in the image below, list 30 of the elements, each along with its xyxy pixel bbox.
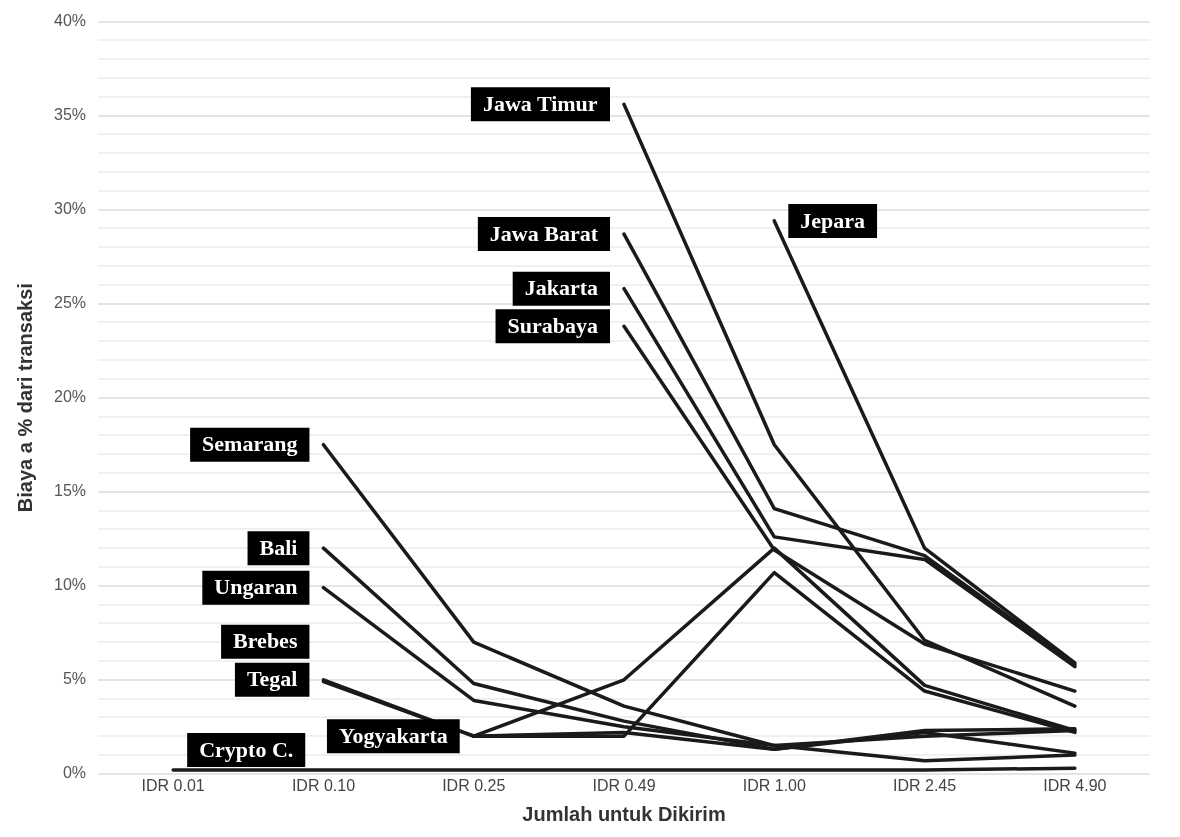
x-tick-label: IDR 4.90 bbox=[1043, 776, 1107, 794]
y-tick-label: 5% bbox=[62, 670, 87, 688]
x-tick-label: IDR 0.10 bbox=[291, 776, 356, 794]
y-tick-label: 40% bbox=[53, 12, 87, 30]
series-label: Jawa Barat bbox=[489, 220, 599, 246]
y-tick-label: 15% bbox=[53, 482, 87, 500]
y-tick-label: 25% bbox=[53, 294, 87, 312]
y-tick-label: 35% bbox=[53, 106, 87, 124]
series-label: Jawa Timur bbox=[482, 91, 598, 117]
series-label: Crypto C. bbox=[199, 736, 294, 762]
y-tick-label: 10% bbox=[53, 576, 87, 594]
y-tick-label: 30% bbox=[53, 200, 87, 218]
series-label: Jepara bbox=[800, 207, 866, 233]
x-tick-label: IDR 0.25 bbox=[442, 776, 506, 794]
x-tick-label: IDR 0.49 bbox=[592, 776, 656, 794]
y-axis-title: Biaya a % dari transaksi bbox=[13, 283, 36, 513]
y-tick-label: 0% bbox=[62, 764, 87, 782]
y-tick-label: 20% bbox=[53, 388, 87, 406]
series-label: Brebes bbox=[233, 628, 298, 654]
x-axis-title: Jumlah untuk Dikirim bbox=[522, 802, 726, 825]
series-label: Tegal bbox=[246, 666, 298, 692]
series-label: Bali bbox=[259, 534, 298, 560]
x-tick-label: IDR 1.00 bbox=[742, 776, 806, 794]
series-label: Jakarta bbox=[524, 275, 599, 301]
series-label: Surabaya bbox=[507, 312, 599, 338]
series-label: Ungaran bbox=[214, 574, 298, 600]
series-label: Yogyakarta bbox=[338, 722, 448, 748]
x-tick-label: IDR 0.01 bbox=[141, 776, 205, 794]
series-label: Semarang bbox=[202, 431, 298, 457]
x-tick-label: IDR 2.45 bbox=[893, 776, 957, 794]
